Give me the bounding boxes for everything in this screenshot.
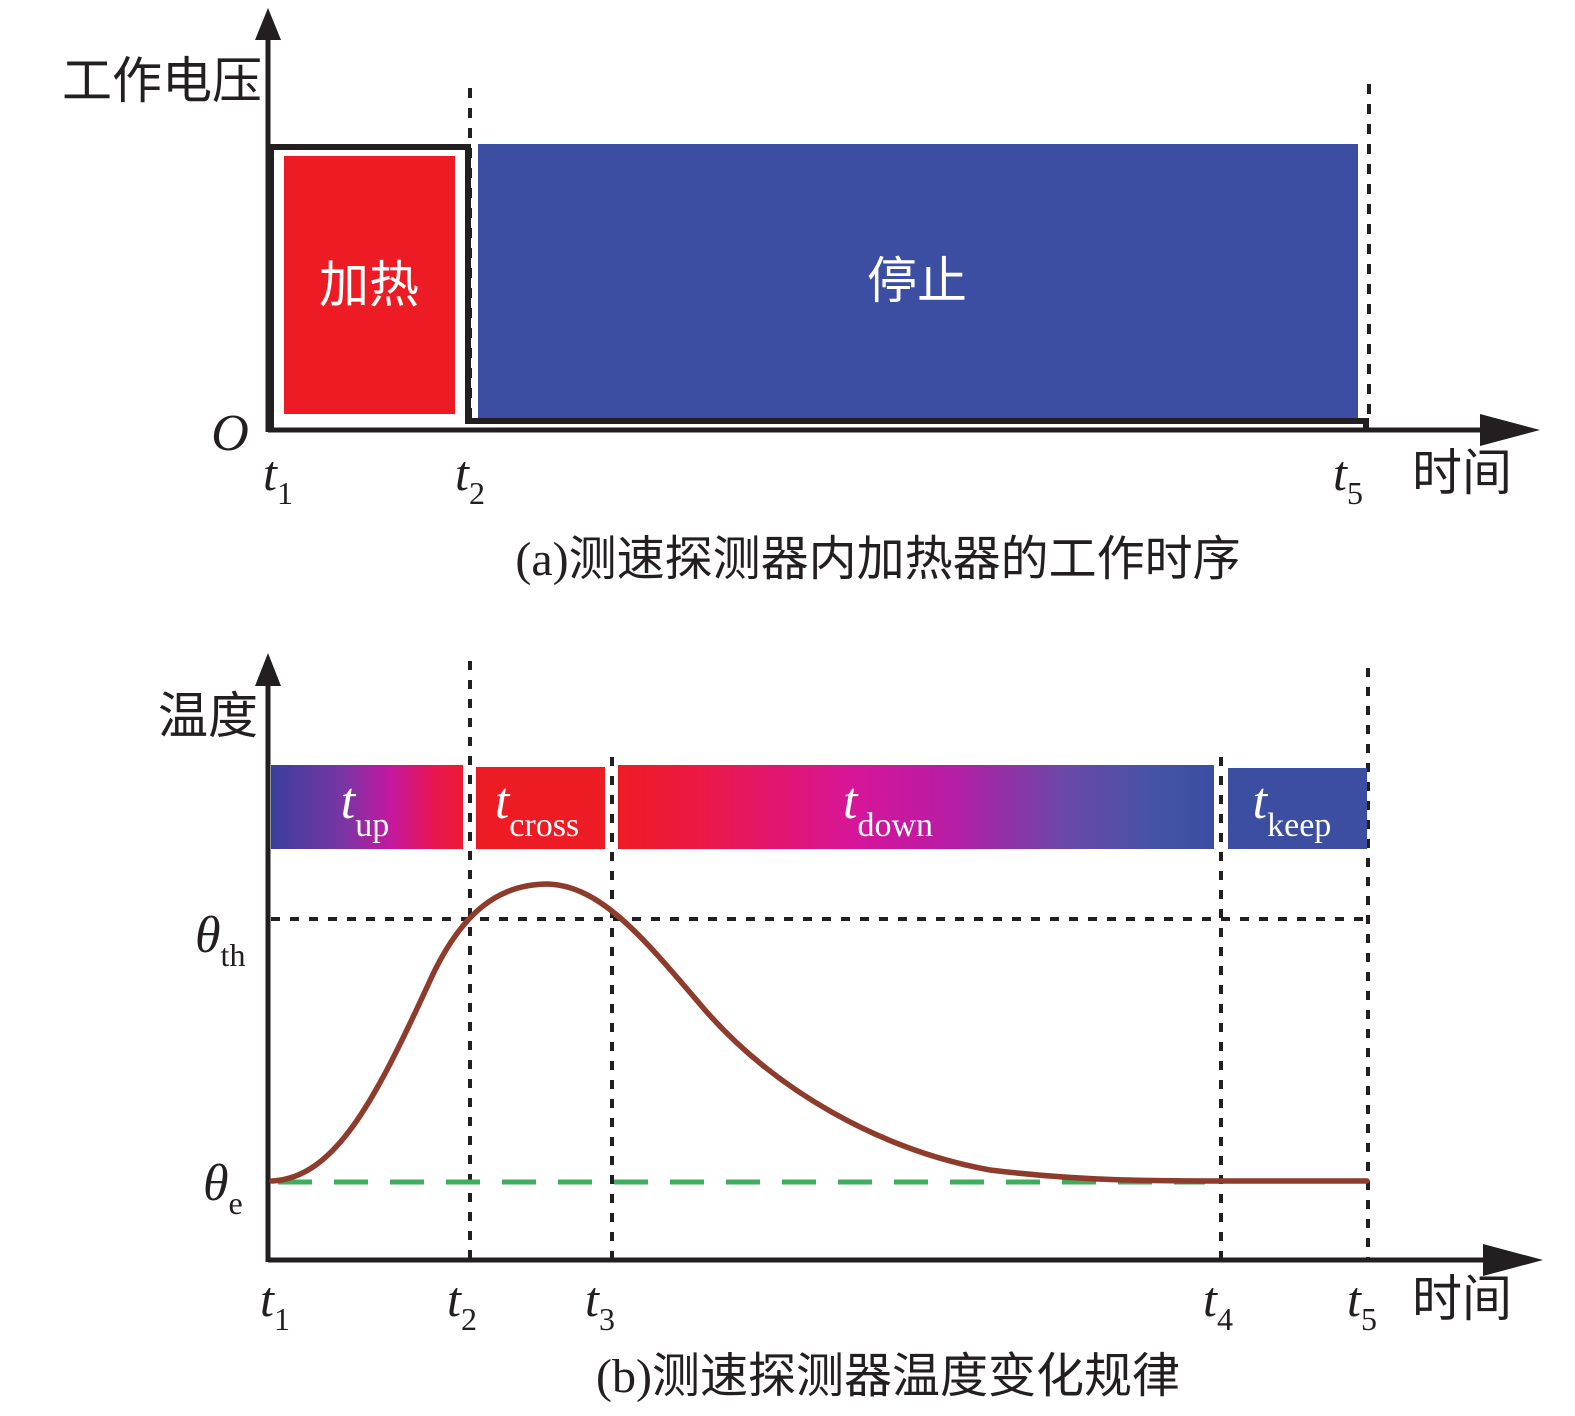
heating-label: 加热 [319,257,419,313]
phase-up-label: tup [341,773,389,844]
origin-label: O [211,405,249,462]
voltage-step-outline [268,144,1369,430]
panel-b-y-axis-label: 温度 [158,688,258,744]
panel-a-caption: (a)测速探测器内加热器的工作时序 [515,533,1240,586]
phase-keep-rect [1228,768,1367,849]
panel-a-x-axis-arrow-icon [1480,414,1540,446]
panel-b-tick-t2: t2 [447,1271,477,1337]
panel-b-tick-t1: t1 [260,1271,290,1337]
phase-up-rect [271,765,463,849]
panel-b: tup tcross tdown tkeep 温度 时间 θth θe t1 t… [158,653,1543,1403]
panel-a-y-axis-arrow-icon [255,8,281,40]
theta-th-label: θth [195,907,245,973]
theta-e-label: θe [203,1155,243,1221]
panel-b-x-axis-arrow-icon [1483,1244,1543,1276]
temperature-curve [269,881,1370,1184]
panel-b-x-axis-label: 时间 [1412,1271,1512,1327]
phase-cross-rect [476,767,605,849]
panel-a-tick-t2: t2 [455,445,485,511]
panel-b-tick-t4: t4 [1203,1271,1233,1337]
panel-a: 加热 停止 工作电压 O 时间 t1 t2 t5 (a)测速探测器内加热器的工作… [62,8,1540,586]
phase-cross-label: tcross [495,773,579,844]
panel-a-tick-t1: t1 [263,445,293,511]
panel-a-tick-t5: t5 [1333,445,1363,511]
phase-keep-label: tkeep [1253,773,1332,844]
stop-rect [478,144,1358,418]
heating-rect [284,156,455,414]
phase-down-label: tdown [843,773,933,844]
panel-b-tick-t3: t3 [585,1271,615,1337]
panel-b-y-axis-arrow-icon [255,653,281,686]
panel-b-caption: (b)测速探测器温度变化规律 [596,1350,1180,1403]
phase-down-rect [618,765,1214,849]
stop-label: 停止 [867,253,967,309]
panel-a-y-axis-label: 工作电压 [62,53,262,109]
panel-a-x-axis-label: 时间 [1412,445,1512,501]
panel-b-tick-t5: t5 [1347,1271,1377,1337]
